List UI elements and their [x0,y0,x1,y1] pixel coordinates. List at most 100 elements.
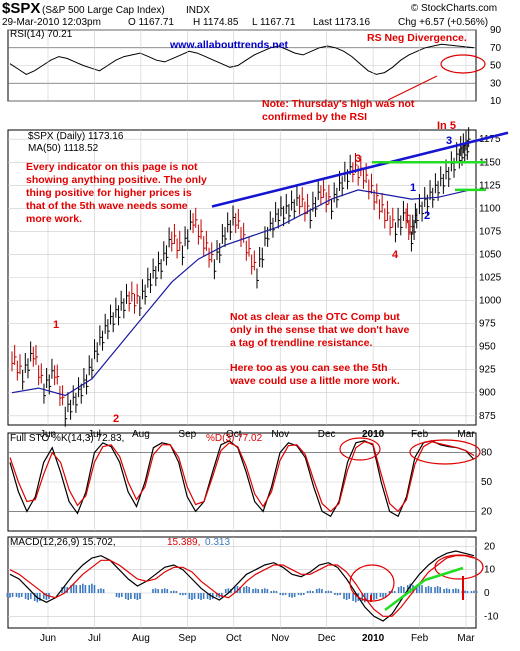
macd-x-label: Nov [271,633,289,644]
macd-x-label: Dec [318,633,336,644]
price-x-label: Aug [132,429,150,440]
wave-label-red-2: 2 [113,413,119,425]
price-x-label: Sep [178,429,196,440]
chart-name: (S&P 500 Large Cap Index) [42,5,165,16]
macd-legend: MACD(12,26,9) 15.702, [10,537,116,548]
quote-last: Last 1173.16 [313,17,371,28]
price-x-label: Nov [271,429,289,440]
macd-x-label: Mar [457,633,475,644]
sto-ellipse-2 [409,439,481,465]
price-tick-label: 1150 [479,157,501,168]
note-line-2: confirmed by the RSI [262,111,367,123]
otc-line-3: a tag of trendline resistance. [230,337,372,349]
stoch-legend-k: Full STO %K(14,3) 72.83, [10,433,124,444]
price-tick-label: 875 [479,411,496,422]
macd-signal-legend: 15.389, [167,537,200,548]
macd-ellipse-2 [434,554,484,580]
macd-line [9,550,475,622]
otc-note: Not as clear as the OTC Comp but only in… [230,311,409,349]
rsi-tick-label: 90 [490,25,502,36]
price-tick-label: 950 [479,342,496,353]
every-indicator-line-2: showing anything positive. The only [26,174,207,186]
quote-low: L 1167.71 [252,17,296,28]
ma50-line [11,189,471,397]
sto-k-line [9,440,475,518]
macd-tick-label: 10 [484,565,496,576]
rsi-divergence-ellipse [440,54,486,74]
macd-signal-line [9,555,475,617]
rsi-line [9,43,475,75]
panel-frame-macd [7,536,477,629]
wave-label-blue-2: 2 [424,210,430,222]
rs-divergence-text: RS Neg Divergence. [367,32,467,44]
price-tick-label: 1050 [479,249,502,260]
otc-line-2: only in the sense that we don't have [230,324,409,336]
price-x-label: Jul [88,429,101,440]
sto-d-line [9,441,475,513]
note-line-1: Note: Thursday's high was not [262,98,415,110]
price-x-label: Feb [411,429,429,440]
here-too-line-2: wave could use a little more work. [229,375,400,387]
wave-label-red-4: 4 [392,249,399,261]
macd-tick-label: -10 [484,611,499,622]
price-x-label: 2010 [362,429,385,440]
in5-label: In 5 [437,120,456,132]
rsi-tick-label: 30 [490,78,502,89]
price-tick-label: 1125 [479,180,501,191]
price-tick-label: 900 [479,388,496,399]
every-indicator-line-1: Every indicator on this page is not [26,161,198,173]
sto-tick-label: 20 [481,506,493,517]
rsi-tick-label: 70 [490,43,502,54]
price-tick-label: 1100 [479,203,501,214]
rsi-tick-label: 10 [490,96,502,107]
every-indicator-line-4: that of the 5th wave needs some [26,200,188,212]
stoch-legend-d: %D(3) 77.02 [206,433,263,444]
macd-x-label: Sep [178,633,196,644]
chart-symbol: $SPX [2,0,40,17]
price-tick-label: 925 [479,365,496,376]
macd-x-label: 2010 [362,633,385,644]
price-tick-label: 1000 [479,296,502,307]
chart-exchange: INDX [186,5,210,16]
macd-x-label: Jun [40,633,56,644]
sto-tick-label: 80 [481,448,493,459]
price-x-label: Oct [226,429,242,440]
price-tick-label: 975 [479,319,496,330]
macd-support-line-2 [424,566,464,582]
rsi-tick-label: 50 [490,61,502,72]
price-legend: $SPX (Daily) 1173.16 [28,131,124,142]
every-indicator-note: Every indicator on this page is not show… [26,161,207,225]
plot-layer: 1030507090875900925950975100010251050107… [6,25,509,644]
macd-x-label: Feb [411,633,429,644]
macd-hist-legend: 0.313 [205,537,230,548]
quote-change: Chg +6.57 (+0.56%) [398,17,488,28]
quote-high: H 1174.85 [193,17,239,28]
wave-label-blue-3: 3 [446,135,452,147]
price-x-label: Jun [40,429,56,440]
macd-tick-label: 20 [484,541,496,552]
watermark: © StockCharts.com [411,3,497,14]
otc-line-1: Not as clear as the OTC Comp but [230,311,400,323]
wave-label-red-1: 1 [53,319,59,331]
quote-date: 29-Mar-2010 12:03pm [2,17,101,28]
ma-legend: MA(50) 1118.52 [28,143,99,154]
rsi-divergence-arrow [387,75,438,101]
price-x-label: Mar [457,429,475,440]
rsi-legend: RSI(14) 70.21 [10,29,73,40]
here-too-note: Here too as you can see the 5th wave cou… [229,362,400,387]
price-tick-label: 1025 [479,273,502,284]
price-tick-label: 1175 [479,134,501,145]
here-too-line-1: Here too as you can see the 5th [230,362,388,374]
macd-tick-label: 0 [484,588,490,599]
website-text: www.allabouttrends.net [169,39,289,51]
every-indicator-line-3: thing positive for higher prices is [26,187,192,199]
wave-label-red-3: 3 [355,153,361,165]
resistance-trendline [211,131,509,208]
price-x-label: Dec [318,429,336,440]
price-tick-label: 1075 [479,226,502,237]
sto-tick-label: 50 [481,477,493,488]
sto-ellipse-1 [339,437,381,461]
macd-x-label: Jul [88,633,101,644]
every-indicator-line-5: more work. [26,213,82,225]
